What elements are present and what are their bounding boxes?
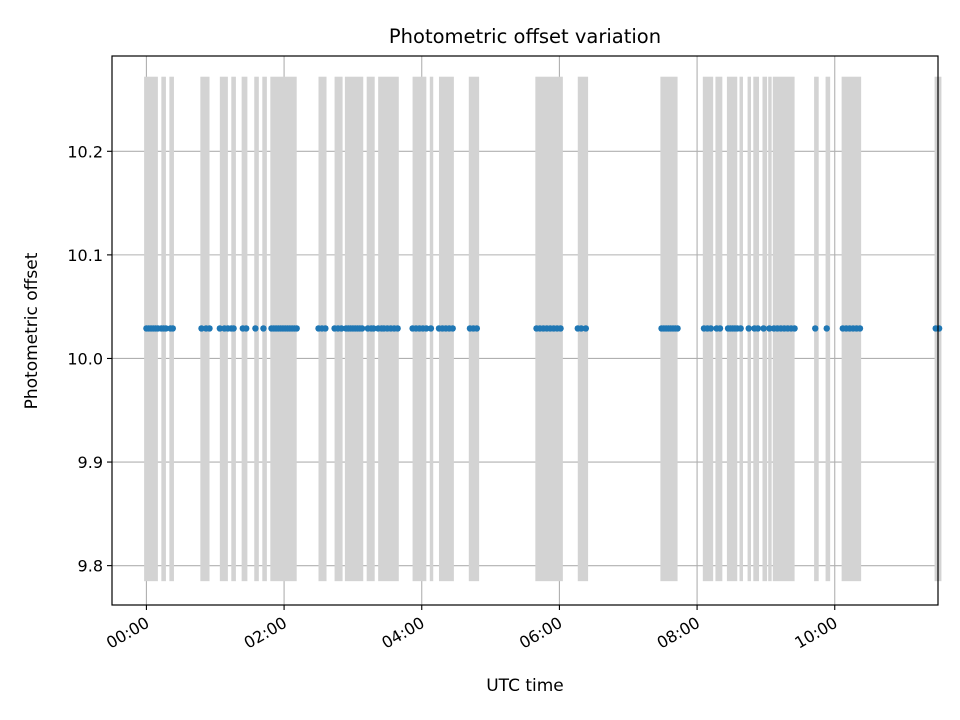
data-point — [935, 325, 943, 332]
y-tick-label: 9.8 — [78, 557, 103, 576]
data-point — [791, 325, 798, 332]
data-point — [578, 325, 585, 332]
data-point — [423, 325, 430, 332]
y-axis-label: Photometric offset — [22, 252, 42, 409]
y-tick-label: 9.9 — [78, 453, 103, 472]
y-tick-label: 10.2 — [67, 142, 103, 161]
data-point — [557, 325, 564, 332]
data-point — [216, 325, 224, 332]
data-point — [856, 325, 864, 332]
chart-title: Photometric offset variation — [389, 25, 661, 48]
data-point — [823, 325, 830, 332]
data-point — [252, 325, 259, 332]
data-point — [737, 325, 744, 332]
y-tick-label: 10.0 — [67, 349, 103, 368]
data-point — [206, 325, 213, 332]
data-point — [162, 325, 170, 332]
data-point — [243, 325, 250, 332]
data-point — [674, 325, 681, 332]
plot-frame — [111, 55, 939, 606]
data-point — [198, 325, 205, 332]
data-points — [143, 325, 943, 332]
data-point — [293, 325, 300, 332]
data-point — [449, 325, 456, 332]
data-point — [716, 325, 724, 332]
data-point — [582, 325, 590, 332]
data-point — [745, 325, 752, 332]
y-tick-label: 10.1 — [67, 246, 103, 265]
data-point — [230, 325, 237, 332]
data-point — [812, 325, 819, 332]
data-point — [338, 325, 345, 332]
data-point — [169, 325, 177, 332]
data-point — [760, 325, 767, 332]
x-axis-label: UTC time — [486, 676, 564, 696]
data-point — [358, 325, 366, 332]
data-point — [707, 325, 715, 332]
data-point — [427, 325, 435, 332]
data-point — [754, 325, 762, 332]
data-point — [473, 325, 481, 332]
data-point — [260, 325, 267, 332]
data-point — [322, 325, 329, 332]
data-point — [766, 325, 773, 332]
data-point — [370, 325, 377, 332]
data-point — [394, 325, 401, 332]
